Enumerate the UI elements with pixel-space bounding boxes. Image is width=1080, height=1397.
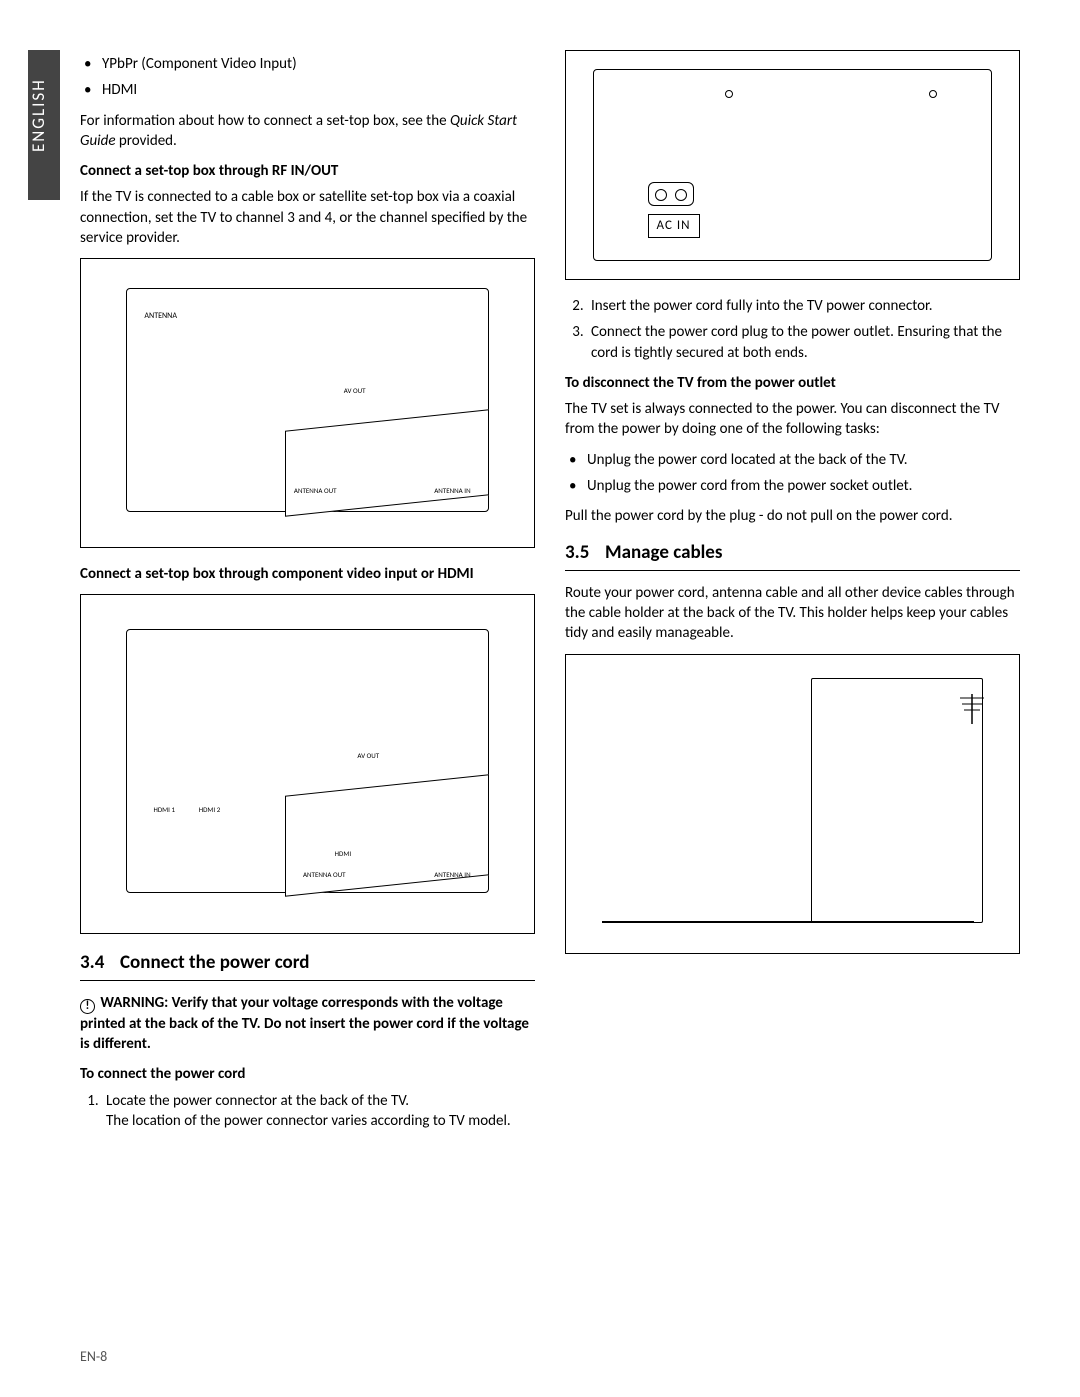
figure-manage-cables	[565, 654, 1020, 954]
label-hdmi: HDMI	[335, 849, 351, 858]
list-item: YPbPr (Component Video Input)	[102, 54, 535, 74]
list-item: Locate the power connector at the back o…	[102, 1091, 535, 1132]
label-ant-in: ANTENNA IN	[434, 870, 470, 879]
list-item: Unplug the power cord located at the bac…	[587, 450, 1020, 470]
input-type-list: YPbPr (Component Video Input) HDMI	[80, 54, 535, 101]
figure-rf-connection: ANTENNA ANTENNA OUT ANTENNA IN AV OUT	[80, 258, 535, 548]
section-3-5-heading: 3.5Manage cables	[565, 540, 1020, 571]
section-title: Manage cables	[605, 541, 722, 564]
warning-label: WARNING	[100, 994, 164, 1012]
label-antenna: ANTENNA	[144, 311, 177, 322]
warning-paragraph: ! WARNING: Verify that your voltage corr…	[80, 993, 535, 1055]
list-item: HDMI	[102, 80, 535, 100]
paragraph: The TV set is always connected to the po…	[565, 399, 1020, 440]
label-ant-out: ANTENNA OUT	[303, 870, 346, 879]
figure-power-connector: AC IN	[565, 50, 1020, 280]
page-content: YPbPr (Component Video Input) HDMI For i…	[0, 0, 1080, 1320]
text: Locate the power connector at the back o…	[106, 1092, 409, 1110]
warning-icon: !	[80, 999, 95, 1014]
ac-socket-icon	[648, 182, 694, 206]
paragraph: If the TV is connected to a cable box or…	[80, 187, 535, 248]
intro-paragraph: For information about how to connect a s…	[80, 111, 535, 152]
antenna-icon	[952, 684, 992, 724]
connect-steps-2: Insert the power cord fully into the TV …	[565, 296, 1020, 363]
text: The location of the power connector vari…	[106, 1112, 511, 1130]
label-av-out: AV OUT	[344, 386, 366, 395]
figure-component-hdmi: HDMI 1 HDMI 2 ANTENNA OUT ANTENNA IN AV …	[80, 594, 535, 934]
list-item: Unplug the power cord from the power soc…	[587, 476, 1020, 496]
paragraph: Route your power cord, antenna cable and…	[565, 583, 1020, 644]
text: For information about how to connect a s…	[80, 112, 450, 130]
page-number: EN-8	[80, 1348, 107, 1367]
subheading-disconnect: To disconnect the TV from the power outl…	[565, 373, 1020, 393]
section-3-4-heading: 3.4Connect the power cord	[80, 950, 535, 981]
label-av-out: AV OUT	[357, 751, 379, 760]
label-hdmi1: HDMI 1	[153, 805, 175, 814]
subheading-connect-power: To connect the power cord	[80, 1064, 535, 1084]
label-ant-in: ANTENNA IN	[434, 486, 470, 495]
section-number: 3.5	[565, 540, 605, 566]
subheading-rf: Connect a set-top box through RF IN/OUT	[80, 161, 535, 181]
label-hdmi2: HDMI 2	[199, 805, 221, 814]
section-number: 3.4	[80, 950, 120, 976]
ac-in-label: AC IN	[648, 214, 700, 238]
text: provided.	[116, 132, 177, 150]
label-ant-out: ANTENNA OUT	[294, 486, 337, 495]
subheading-component-hdmi: Connect a set-top box through component …	[80, 564, 535, 584]
disconnect-list: Unplug the power cord located at the bac…	[565, 450, 1020, 497]
section-title: Connect the power cord	[120, 951, 310, 974]
list-item: Connect the power cord plug to the power…	[587, 322, 1020, 363]
connect-steps-1: Locate the power connector at the back o…	[80, 1091, 535, 1132]
language-tab: ENGLISH	[28, 50, 60, 200]
paragraph: Pull the power cord by the plug - do not…	[565, 506, 1020, 526]
list-item: Insert the power cord fully into the TV …	[587, 296, 1020, 316]
